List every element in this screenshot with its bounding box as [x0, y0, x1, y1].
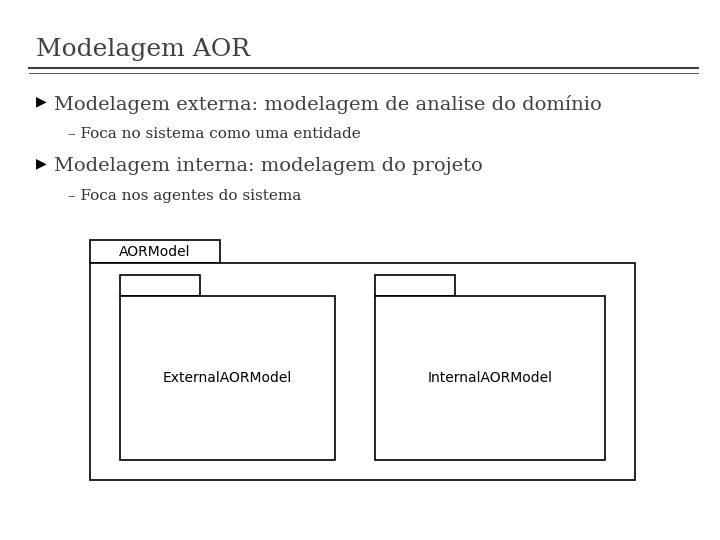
Text: ExternalAORModel: ExternalAORModel: [163, 371, 292, 385]
Text: Modelagem interna: modelagem do projeto: Modelagem interna: modelagem do projeto: [54, 157, 482, 174]
Text: – Foca no sistema como uma entidade: – Foca no sistema como uma entidade: [68, 127, 361, 141]
Text: ▶: ▶: [36, 94, 47, 109]
Bar: [120, 296, 335, 460]
Bar: [375, 275, 455, 296]
Text: Modelagem externa: modelagem de analise do domínio: Modelagem externa: modelagem de analise …: [54, 94, 602, 113]
Text: – Foca nos agentes do sistema: – Foca nos agentes do sistema: [68, 189, 302, 203]
Bar: [90, 263, 635, 480]
Text: InternalAORModel: InternalAORModel: [428, 371, 552, 385]
Bar: [120, 275, 200, 296]
Bar: [375, 296, 605, 460]
Text: ▶: ▶: [36, 157, 47, 171]
Text: AORModel: AORModel: [120, 245, 191, 259]
Text: Modelagem AOR: Modelagem AOR: [36, 38, 250, 61]
Bar: [90, 240, 220, 263]
